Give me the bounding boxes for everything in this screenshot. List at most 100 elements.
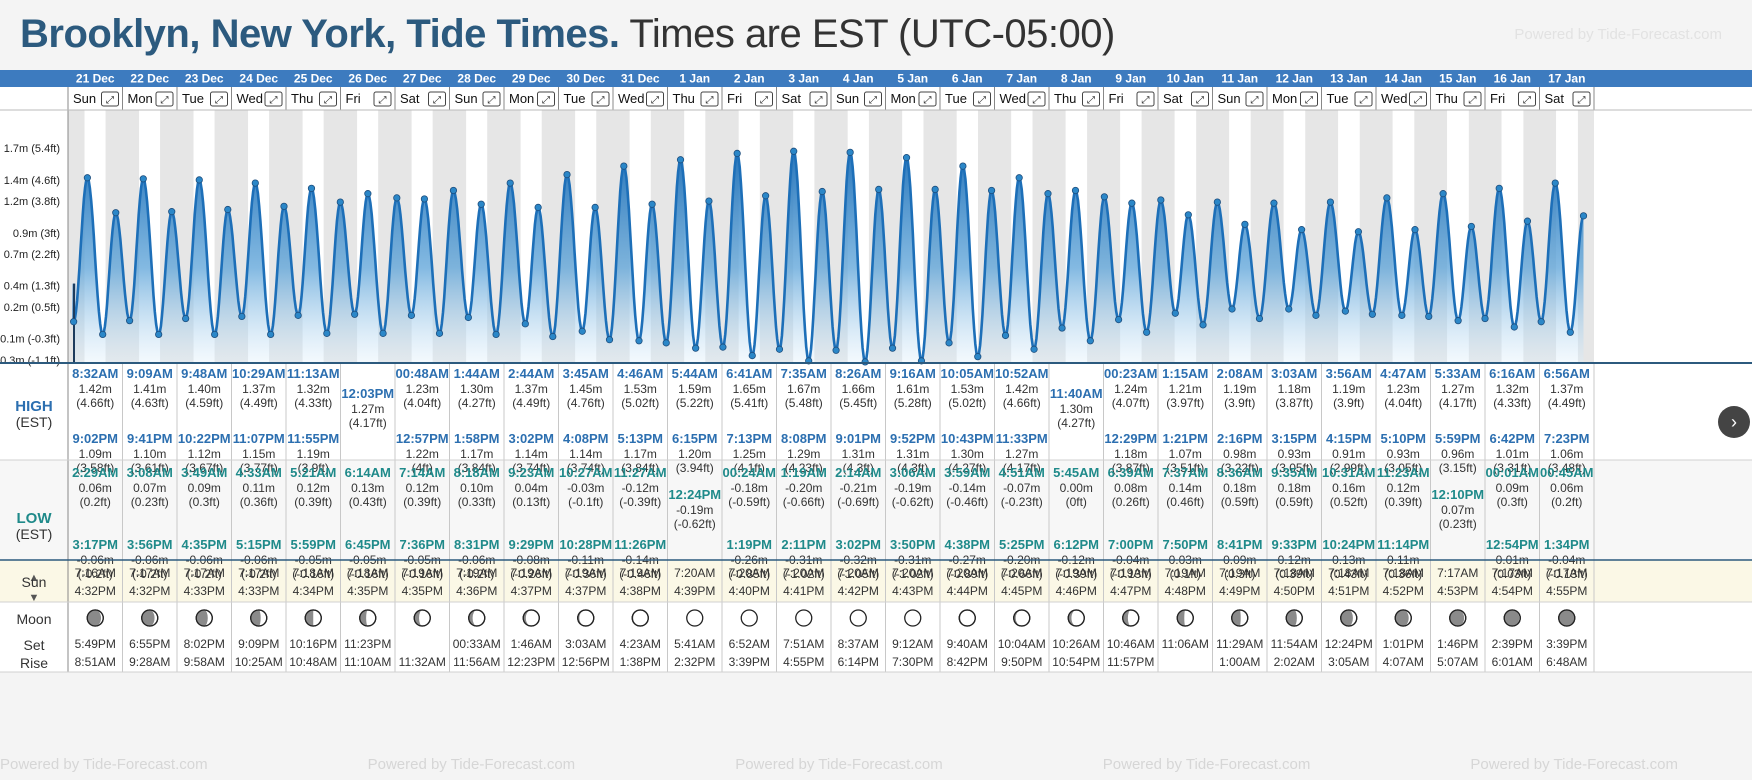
low-tide-height-m: 0.12m (297, 481, 330, 495)
dow-label: Thu (291, 91, 313, 106)
high-tide-height-m: 1.18m (1278, 382, 1311, 396)
moon-shadow-icon (1504, 610, 1520, 626)
low-tide-height-m: -0.07m (1003, 481, 1040, 495)
expand-day-icon[interactable] (700, 91, 719, 107)
sunset-time: 4:37PM (565, 584, 606, 598)
sunset-time: 4:42PM (838, 584, 879, 598)
sun-bg (0, 560, 1752, 602)
moonrise-time: 5:07AM (1437, 655, 1478, 669)
expand-day-icon[interactable] (319, 91, 337, 107)
high-tide-point (139, 175, 147, 183)
moon-outline-icon (1067, 609, 1085, 627)
moonset-time: 00:33AM (453, 637, 501, 651)
expand-day-icon[interactable] (210, 91, 228, 107)
expand-day-icon[interactable] (1191, 91, 1209, 107)
high-tide-time: 4:15PM (1326, 431, 1372, 446)
high-tide-height-m: 1.09m (79, 447, 112, 461)
expand-day-icon[interactable] (101, 91, 119, 107)
moon-shadow-icon (468, 610, 477, 626)
sunset-time: 4:33PM (238, 584, 279, 598)
low-tide-time: 12:24PM (668, 487, 721, 502)
expand-day-icon[interactable] (1300, 91, 1318, 107)
low-tide-time: 00:24AM (723, 465, 776, 480)
moon-shadow-icon (414, 610, 423, 626)
low-tide-point (578, 327, 586, 335)
moon-outline-icon (1558, 609, 1576, 627)
high-tide-time: 00:23AM (1104, 366, 1157, 381)
high-tide-height-ft: (4.17ft) (1439, 396, 1477, 410)
low-tide-point (1285, 305, 1293, 313)
low-tide-time: 7:00PM (1108, 537, 1154, 552)
expand-day-icon[interactable] (1027, 91, 1046, 107)
high-tide-height-ft: (5.45ft) (839, 396, 877, 410)
low-tide-point (1368, 310, 1376, 318)
expand-day-icon[interactable] (1572, 91, 1591, 107)
sunrise-time: 7:17AM (1546, 566, 1587, 580)
high-tide-height-m: 1.67m (787, 382, 820, 396)
low-tide-time: 5:21AM (290, 465, 336, 480)
dow-label: Sun (455, 91, 478, 106)
high-tide-time: 5:59PM (1435, 431, 1481, 446)
low-tide-time: 8:31PM (454, 537, 500, 552)
dow-label: Thu (1054, 91, 1076, 106)
expand-day-icon[interactable] (482, 91, 501, 107)
low-tide-time: 9:33PM (1271, 537, 1317, 552)
expand-day-icon[interactable] (973, 91, 991, 107)
sunrise-time: 7:19AM (456, 566, 497, 580)
low-tide-point (1001, 331, 1010, 340)
low-tide-height-m: -0.03m (567, 481, 604, 495)
low-tide-height-m: 0.07m (133, 481, 166, 495)
low-tide-height-ft: (0.03ft) (1493, 567, 1531, 581)
scroll-right-icon[interactable]: › (1718, 406, 1750, 438)
expand-day-icon[interactable] (1136, 91, 1155, 107)
high-tide-height-ft: (5.02ft) (948, 396, 986, 410)
low-tide-height-ft: (0.52ft) (1330, 495, 1368, 509)
y-tick-label: 1.2m (3.8ft) (4, 196, 60, 208)
low-tide-point (238, 312, 246, 321)
y-tick-label: -0.3m (-1.1ft) (0, 355, 60, 367)
expand-day-icon[interactable] (1463, 91, 1482, 107)
expand-day-icon[interactable] (864, 91, 882, 107)
expand-day-icon[interactable] (1245, 91, 1264, 107)
expand-day-icon[interactable] (428, 91, 446, 107)
high-tide-height-m: 1.19m (1332, 382, 1365, 396)
expand-day-icon[interactable] (155, 91, 174, 107)
high-tide-time: 1:15AM (1162, 366, 1208, 381)
high-tide-point (620, 162, 628, 170)
high-tide-height-ft: (3.51ft) (1166, 461, 1204, 475)
high-tide-height-ft: (3.87ft) (1275, 396, 1313, 410)
expand-day-icon[interactable] (809, 91, 828, 107)
expand-day-icon[interactable] (264, 91, 283, 107)
expand-day-icon[interactable] (1354, 91, 1373, 107)
expand-day-icon[interactable] (918, 91, 937, 107)
expand-day-icon[interactable] (646, 91, 664, 107)
low-tide-time: 1:19AM (781, 465, 827, 480)
tide-chart-svg: 21 Dec Sun ⤢ 22 Dec Mon ⤢ 23 Dec Tue ⤢ 24 Dec Wed ⤢… (0, 70, 1752, 673)
date-label: 16 Jan (1494, 72, 1531, 86)
expand-day-icon[interactable] (591, 91, 610, 107)
expand-day-icon[interactable] (755, 91, 773, 107)
low-tide-point (1454, 317, 1462, 325)
high-tide-height-m: 1.32m (297, 382, 330, 396)
low-tide-time: 3:59AM (944, 465, 990, 480)
high-tide-height-m: 1.37m (1550, 382, 1583, 396)
expand-day-icon[interactable] (1409, 91, 1427, 107)
expand-arrow-icon: ⤢ (978, 95, 986, 106)
high-tide-height-m: 1.37m (515, 382, 548, 396)
expand-day-icon[interactable] (537, 91, 555, 107)
moon-set-label: Set (23, 637, 45, 653)
city-title: Brooklyn, New York, Tide Times. (20, 12, 620, 56)
sunrise-time: 7:20AM (674, 566, 715, 580)
high-tide-point (83, 174, 91, 182)
y-tick-label: 0.9m (3ft) (13, 228, 60, 240)
expand-day-icon[interactable] (1082, 91, 1100, 107)
header-bar (0, 70, 1752, 87)
moonset-time: 11:06AM (1162, 637, 1209, 651)
expand-day-icon[interactable] (373, 91, 392, 107)
high-tide-height-m: 1.23m (406, 382, 439, 396)
high-tide-point (1184, 211, 1192, 219)
expand-arrow-icon: ⤢ (651, 95, 659, 106)
expand-day-icon[interactable] (1518, 91, 1536, 107)
moonset-time: 9:12AM (892, 637, 933, 651)
low-tide-height-m: 0.00m (1060, 481, 1093, 495)
